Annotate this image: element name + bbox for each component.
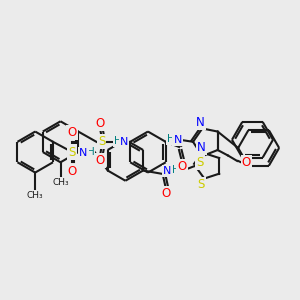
Text: H: H xyxy=(167,134,174,144)
Text: H: H xyxy=(172,165,179,175)
Text: N: N xyxy=(79,148,88,158)
Text: N: N xyxy=(196,116,205,129)
Text: N: N xyxy=(163,166,172,176)
Text: S: S xyxy=(68,146,76,158)
Text: O: O xyxy=(242,157,251,169)
Text: O: O xyxy=(68,165,77,178)
Text: O: O xyxy=(178,160,187,173)
Text: N: N xyxy=(173,135,182,145)
Text: O: O xyxy=(96,117,105,130)
Text: S: S xyxy=(198,178,205,191)
Text: O: O xyxy=(162,187,171,200)
Text: CH₃: CH₃ xyxy=(52,178,69,187)
Text: CH₃: CH₃ xyxy=(27,190,44,200)
Text: O: O xyxy=(68,126,77,139)
Text: O: O xyxy=(96,154,105,167)
Text: N: N xyxy=(197,140,206,154)
Text: N: N xyxy=(120,137,128,147)
Text: H: H xyxy=(114,136,122,146)
Text: S: S xyxy=(196,156,204,169)
Text: H: H xyxy=(87,147,94,157)
Text: S: S xyxy=(98,135,105,148)
